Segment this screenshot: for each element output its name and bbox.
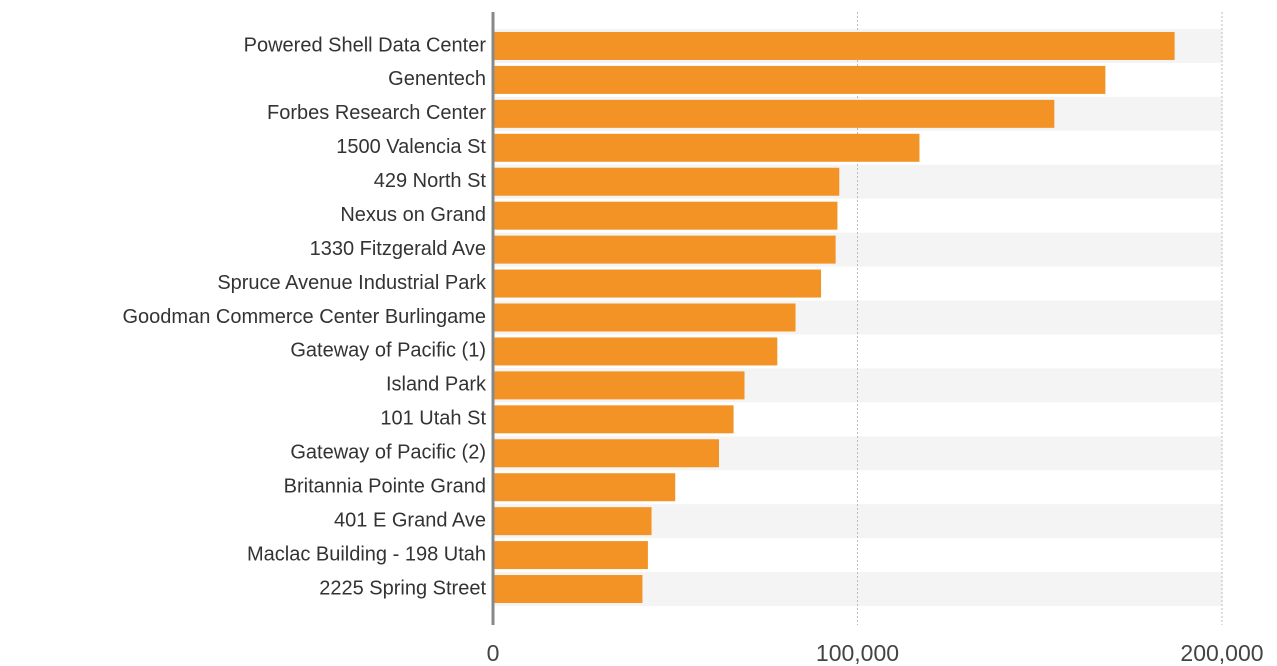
bar [493,167,840,196]
bar [493,575,643,604]
bar [493,133,920,162]
y-tick-label: 429 North St [374,170,487,192]
x-tick-label: 100,000 [816,640,899,666]
bar [493,235,836,264]
y-tick-label: Gateway of Pacific (1) [290,340,486,362]
y-tick-label: Gateway of Pacific (2) [290,442,486,464]
y-tick-label: Maclac Building - 198 Utah [247,543,486,565]
bar [493,439,719,468]
y-tick-label: Britannia Pointe Grand [284,475,486,497]
bar [493,473,676,502]
bar [493,541,648,570]
bar [493,405,734,434]
bar [493,31,1175,60]
y-tick-label: Island Park [386,374,487,396]
bar [493,99,1055,128]
bar [493,269,822,298]
bar [493,371,745,400]
y-tick-label: Spruce Avenue Industrial Park [217,272,487,294]
y-tick-label: Nexus on Grand [340,204,486,226]
y-tick-label: Forbes Research Center [267,102,486,124]
x-tick-label: 200,000 [1180,640,1263,666]
y-tick-label: 1500 Valencia St [336,136,486,158]
x-tick-label: 0 [487,640,500,666]
bar [493,201,838,230]
y-tick-label: 101 Utah St [380,408,486,430]
y-tick-label: Genentech [388,68,486,90]
bar [493,507,652,536]
bar [493,303,796,332]
y-tick-label: 401 E Grand Ave [334,509,486,531]
y-tick-label: 2225 Spring Street [319,577,486,599]
bar [493,337,778,366]
y-tick-label: 1330 Fitzgerald Ave [310,238,486,260]
y-tick-label: Powered Shell Data Center [244,34,487,56]
y-tick-label: Goodman Commerce Center Burlingame [123,306,487,328]
bar [493,65,1106,94]
